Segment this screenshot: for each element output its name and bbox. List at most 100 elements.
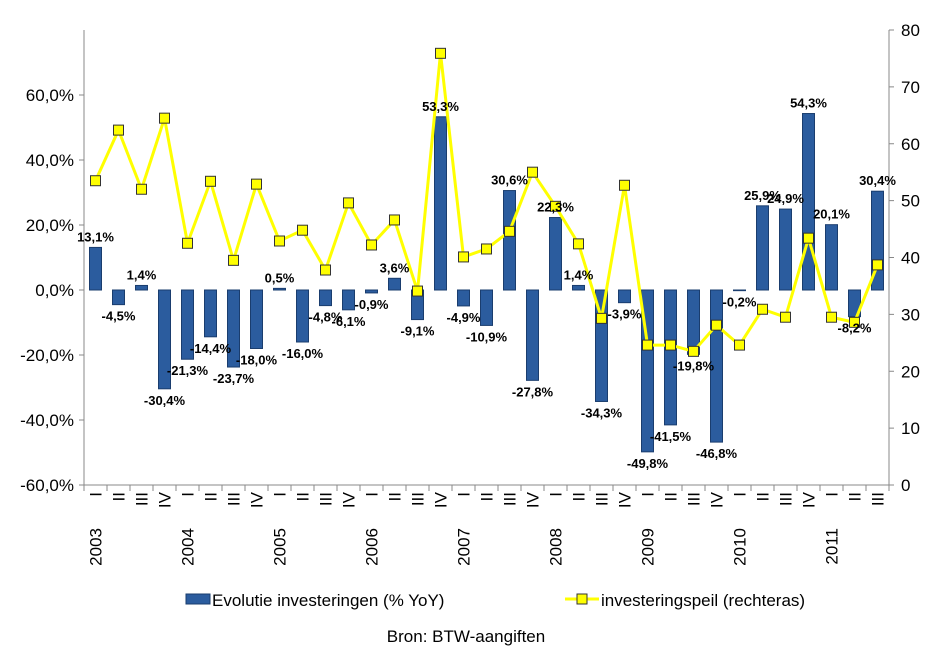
bar <box>112 289 125 306</box>
bar <box>779 208 792 291</box>
bar <box>273 287 286 291</box>
x-tick-label: IV <box>340 491 359 508</box>
value-label: -0,9% <box>355 297 389 312</box>
value-label: -21,3% <box>167 363 209 378</box>
x-group-label: 2007 <box>455 528 474 566</box>
x-group-label: 2011 <box>823 528 842 565</box>
value-label: 30,4% <box>859 173 896 188</box>
bar <box>503 190 516 291</box>
bar <box>457 289 470 307</box>
x-tick-label: IV <box>156 491 175 508</box>
x-tick-label: III <box>777 492 796 506</box>
x-tick-label: III <box>133 492 152 506</box>
bar <box>89 246 102 291</box>
y-tick-label: -20,0% <box>20 346 74 365</box>
value-label: -19,8% <box>673 358 715 373</box>
x-tick-label: II <box>110 492 129 501</box>
x-tick-label: III <box>685 492 704 506</box>
value-label: -4,8% <box>309 310 343 325</box>
bar <box>618 289 631 304</box>
x-tick-label: II <box>754 492 773 501</box>
value-label: 1,4% <box>564 267 594 282</box>
value-label: -18,0% <box>236 353 278 368</box>
value-label: 25,9% <box>744 188 781 203</box>
bar <box>365 289 378 294</box>
x-tick-label: IV <box>708 491 727 508</box>
x-tick-label: IV <box>616 491 635 508</box>
value-label: 30,6% <box>491 173 528 188</box>
y-tick-label: -40,0% <box>20 411 74 430</box>
x-tick-label: IV <box>524 491 543 508</box>
value-label: -6,1% <box>332 314 366 329</box>
line-marker <box>251 178 262 190</box>
legend-label: investeringspeil (rechteras) <box>601 591 805 610</box>
line-marker <box>619 179 630 191</box>
line-marker <box>366 239 377 251</box>
value-label: -14,4% <box>190 341 232 356</box>
line-marker <box>274 235 285 247</box>
line-marker <box>435 47 446 59</box>
value-label: -41,5% <box>650 429 692 444</box>
bar <box>434 116 447 291</box>
y2-tick-label: 60 <box>901 135 920 154</box>
line-marker <box>136 183 147 195</box>
x-tick-label: I <box>271 492 290 497</box>
y-tick-label: 0,0% <box>35 281 74 300</box>
bar <box>319 289 332 307</box>
bar <box>756 205 769 291</box>
value-label: -49,8% <box>627 456 669 471</box>
value-label: -16,0% <box>282 346 324 361</box>
line-marker <box>228 254 239 266</box>
bar <box>227 289 240 368</box>
x-tick-label: II <box>294 492 313 501</box>
bar <box>135 284 148 291</box>
value-label: -27,8% <box>512 384 554 399</box>
line-marker <box>872 259 883 271</box>
y-tick-label: -60,0% <box>20 476 74 495</box>
line-marker <box>665 339 676 351</box>
value-label: 22,3% <box>537 200 574 215</box>
x-group-label: 2009 <box>639 528 658 566</box>
value-label: -46,8% <box>696 446 738 461</box>
value-label: 0,5% <box>265 270 295 285</box>
value-label: -10,9% <box>466 329 508 344</box>
x-tick-label: I <box>547 492 566 497</box>
value-label: 20,1% <box>813 207 850 222</box>
value-label: 13,1% <box>77 229 114 244</box>
legend-label: Evolutie investeringen (% YoY) <box>212 591 444 610</box>
value-label: -4,5% <box>102 309 136 324</box>
line-marker <box>527 166 538 178</box>
x-tick-label: III <box>409 492 428 506</box>
x-group-label: 2008 <box>547 528 566 566</box>
bar <box>388 277 401 291</box>
line-marker <box>90 175 101 187</box>
line-marker <box>596 312 607 324</box>
x-tick-label: IV <box>800 491 819 508</box>
x-tick-label: III <box>869 492 888 506</box>
source: Bron: BTW-aangiften <box>387 627 545 646</box>
line-marker <box>849 316 860 328</box>
y-tick-label: 20,0% <box>26 216 74 235</box>
line-marker <box>481 243 492 255</box>
line-marker <box>826 311 837 323</box>
y2-tick-label: 0 <box>901 476 910 495</box>
line-marker <box>343 197 354 209</box>
line-marker <box>642 339 653 351</box>
bar <box>549 217 562 291</box>
bar <box>664 289 677 426</box>
x-tick-label: I <box>639 492 658 497</box>
x-group-label: 2004 <box>179 528 198 566</box>
x-tick-label: II <box>570 492 589 501</box>
x-tick-label: II <box>662 492 681 501</box>
x-tick-label: I <box>87 492 106 497</box>
value-label: -4,9% <box>447 310 481 325</box>
bar <box>296 289 309 343</box>
y-tick-label: 40,0% <box>26 151 74 170</box>
value-label: -3,9% <box>608 307 642 322</box>
x-tick-label: II <box>202 492 221 501</box>
y2-tick-label: 40 <box>901 249 920 268</box>
x-tick-label: II <box>478 492 497 501</box>
x-group-label: 2005 <box>271 528 290 566</box>
value-label: -30,4% <box>144 393 186 408</box>
line-marker <box>458 251 469 263</box>
